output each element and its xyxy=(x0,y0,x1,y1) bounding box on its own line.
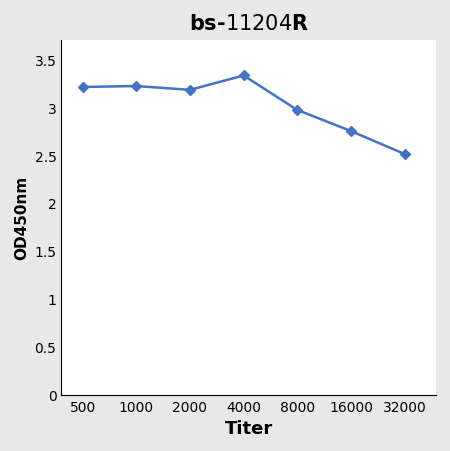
X-axis label: Titer: Titer xyxy=(225,419,273,437)
Title: bs-$\bf\mathit{11204}$R: bs-$\bf\mathit{11204}$R xyxy=(189,14,309,34)
Y-axis label: OD450nm: OD450nm xyxy=(14,176,29,260)
